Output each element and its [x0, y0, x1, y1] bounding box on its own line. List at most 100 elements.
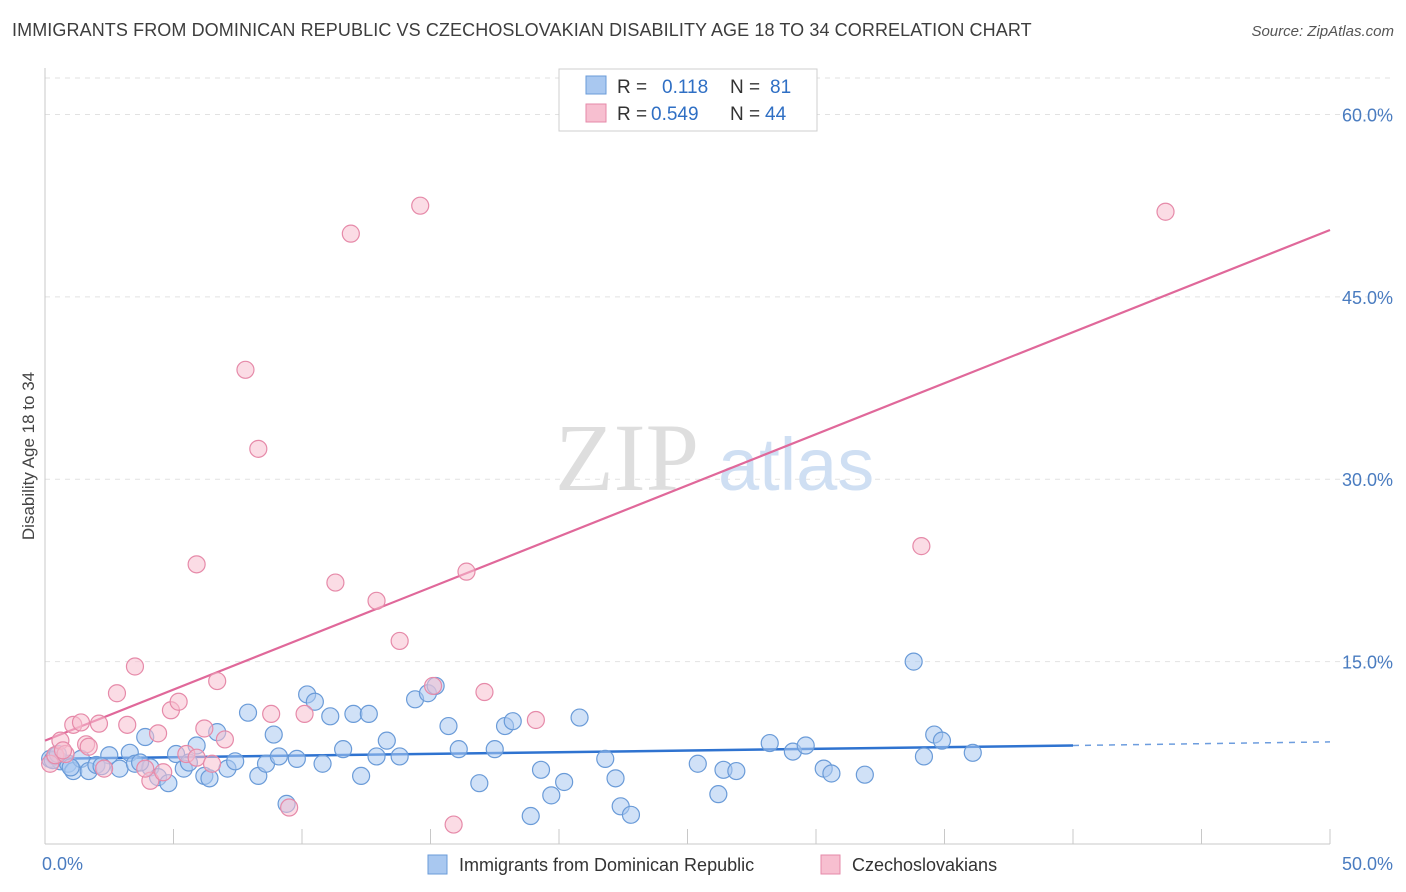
data-point [796, 736, 815, 755]
data-point [503, 712, 522, 731]
data-point [542, 786, 561, 805]
legend-n-value-1: 81 [770, 77, 791, 98]
data-point [169, 692, 188, 711]
series-name-1: Immigrants from Dominican Republic [459, 855, 754, 875]
data-point [760, 733, 779, 753]
data-point [822, 764, 841, 783]
data-point [136, 759, 155, 778]
watermark: ZIP atlas [555, 404, 874, 511]
data-point [313, 754, 332, 773]
data-point [305, 692, 324, 711]
x-tick-label: 50.0% [1342, 854, 1393, 874]
data-point [444, 815, 463, 834]
data-point [359, 704, 378, 724]
legend-swatch-pink [585, 103, 607, 123]
data-point [187, 555, 206, 574]
series-blue-points [41, 652, 982, 826]
y-axis-title: Disability Age 18 to 34 [19, 372, 38, 540]
data-point [932, 731, 952, 750]
source-credit: Source: ZipAtlas.com [1251, 23, 1394, 40]
data-point [125, 657, 145, 676]
data-point [195, 719, 214, 738]
y-tick-label: 60.0% [1342, 105, 1393, 125]
data-point [855, 765, 874, 784]
y-tick-label: 30.0% [1342, 470, 1393, 490]
data-point [249, 439, 268, 458]
data-point [341, 224, 360, 243]
data-point [287, 749, 306, 768]
legend-n-label-1: N = [730, 77, 760, 98]
legend-n-label-2: N = [730, 104, 760, 125]
data-point [236, 360, 255, 379]
data-point [269, 747, 288, 766]
legend-r-value-1: 0.118 [662, 77, 708, 98]
data-point [71, 713, 91, 732]
data-point [470, 774, 489, 793]
legend-r-label-2: R = [617, 104, 647, 125]
data-point [326, 573, 345, 592]
data-point [208, 671, 227, 691]
data-point [621, 805, 641, 824]
data-point [570, 708, 589, 727]
series-legend: Immigrants from Dominican Republic Czech… [427, 854, 997, 875]
data-point [226, 752, 245, 771]
data-point [912, 537, 931, 556]
watermark-zip: ZIP [555, 404, 699, 511]
data-point [521, 806, 540, 826]
data-point [238, 703, 258, 722]
x-tick-label: 0.0% [42, 854, 83, 874]
data-point [531, 760, 551, 779]
trend-line-pink [44, 228, 1331, 742]
y-tick-label: 15.0% [1342, 653, 1393, 673]
series-name-2: Czechoslovakians [852, 855, 997, 875]
data-point [215, 730, 234, 749]
data-point [904, 652, 923, 671]
data-point [475, 682, 494, 702]
data-point [334, 740, 353, 759]
trend-line-blue-extension [1072, 741, 1331, 747]
data-point [596, 749, 615, 768]
data-point [485, 740, 504, 759]
data-point [107, 684, 127, 703]
data-point [727, 761, 746, 781]
y-tick-label: 45.0% [1342, 288, 1393, 308]
data-point [53, 741, 73, 760]
data-point [457, 562, 476, 581]
data-points [41, 196, 1175, 834]
data-point [377, 731, 396, 750]
axes [44, 68, 1331, 845]
data-point [914, 747, 934, 766]
data-point [89, 714, 109, 733]
tick-labels: 15.0% 30.0% 45.0% 60.0% 0.0% 50.0% [42, 105, 1393, 874]
legend-swatch-blue [585, 75, 607, 95]
data-point [352, 766, 371, 786]
data-point [264, 725, 283, 744]
data-point [148, 724, 168, 743]
data-point [187, 748, 206, 767]
data-point [423, 676, 443, 696]
data-point [321, 707, 340, 726]
data-point [963, 743, 982, 762]
data-point [390, 631, 409, 651]
data-point [280, 798, 299, 817]
data-point [154, 763, 173, 782]
data-point [344, 704, 363, 724]
data-point [367, 591, 386, 610]
legend-r-value-2: 0.549 [651, 104, 699, 125]
series-swatch-pink [820, 854, 841, 875]
data-point [555, 772, 574, 792]
legend: R = 0.118 N = 81 R = 0.549 N = 44 [558, 68, 818, 132]
data-point [606, 769, 625, 788]
series-swatch-blue [427, 854, 448, 875]
chart-title: IMMIGRANTS FROM DOMINICAN REPUBLIC VS CZ… [12, 20, 1032, 40]
data-point [202, 754, 222, 773]
data-point [79, 737, 98, 756]
legend-n-value-2: 44 [765, 104, 787, 125]
data-point [262, 704, 281, 724]
data-point [411, 196, 430, 215]
data-point [449, 740, 468, 759]
data-point [295, 704, 314, 724]
data-point [439, 716, 458, 736]
watermark-atlas: atlas [718, 423, 874, 506]
